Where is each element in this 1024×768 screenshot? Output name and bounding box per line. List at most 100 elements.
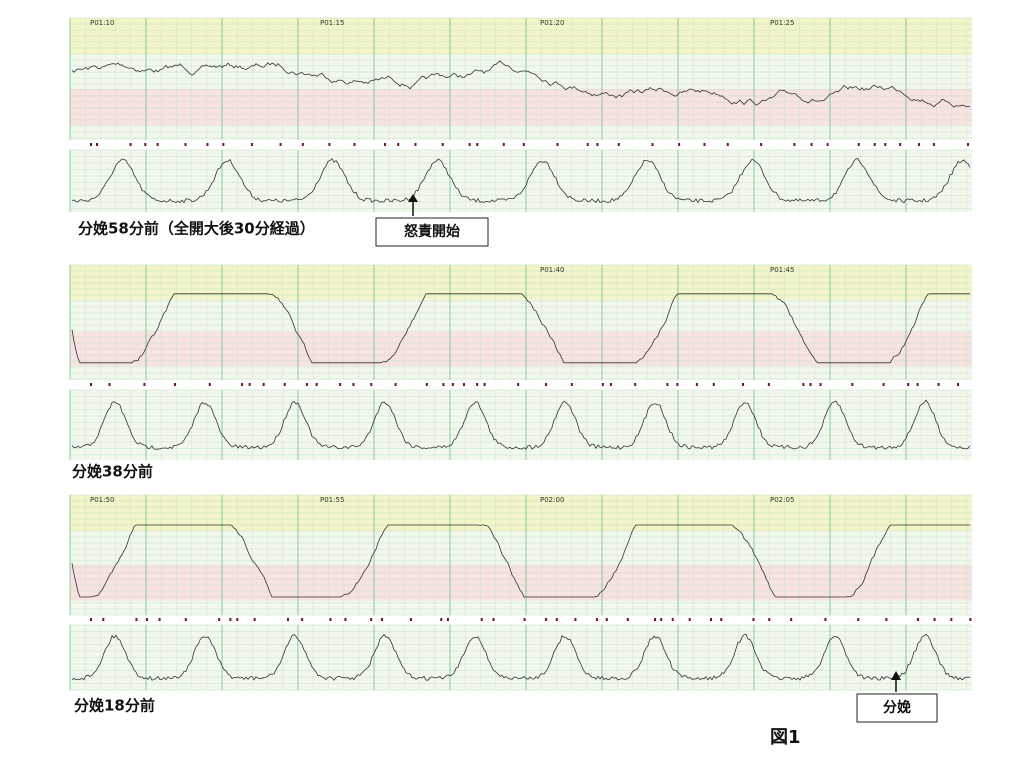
marker xyxy=(462,383,465,386)
marker xyxy=(283,383,286,386)
marker xyxy=(545,383,548,386)
marker xyxy=(741,383,744,386)
marker xyxy=(279,143,282,146)
marker xyxy=(158,618,161,621)
marker xyxy=(96,143,99,146)
marker xyxy=(660,618,663,621)
marker xyxy=(932,143,935,146)
marker xyxy=(476,143,479,146)
marker xyxy=(703,143,706,146)
marker xyxy=(720,618,723,621)
marker xyxy=(802,383,805,386)
caption: 分娩58分前（全開大後30分経過） xyxy=(78,220,315,238)
marker xyxy=(353,143,356,146)
marker xyxy=(222,143,225,146)
timestamp: P01:20 xyxy=(540,19,564,27)
marker xyxy=(397,143,400,146)
marker xyxy=(218,618,221,621)
marker xyxy=(248,383,251,386)
marker xyxy=(596,143,599,146)
marker xyxy=(241,383,244,386)
timestamp: P01:55 xyxy=(320,496,344,504)
marker xyxy=(574,618,577,621)
marker xyxy=(370,383,373,386)
marker xyxy=(517,383,520,386)
timestamp: P01:40 xyxy=(540,266,564,274)
marker xyxy=(653,618,656,621)
marker xyxy=(380,618,383,621)
marker xyxy=(90,143,92,146)
annotation: 分娩 xyxy=(883,699,911,716)
marker xyxy=(480,618,483,621)
timestamp: P01:10 xyxy=(90,19,114,27)
marker xyxy=(253,618,256,621)
marker xyxy=(492,618,495,621)
marker xyxy=(409,618,412,621)
marker xyxy=(950,618,953,621)
marker xyxy=(899,143,902,146)
marker xyxy=(873,143,876,146)
marker xyxy=(301,143,304,146)
marker xyxy=(933,618,936,621)
marker xyxy=(712,383,715,386)
marker xyxy=(937,383,940,386)
marker xyxy=(174,383,177,386)
marker xyxy=(666,383,669,386)
marker xyxy=(678,143,681,146)
marker xyxy=(329,618,332,621)
marker xyxy=(556,143,559,146)
ctg-strips: P01:10 P01:15 P01:20 P01:25 P01:40 P01:45 P01:… xyxy=(69,17,972,691)
marker xyxy=(184,618,187,621)
marker xyxy=(352,383,355,386)
timestamp: P01:45 xyxy=(770,266,794,274)
marker xyxy=(523,618,526,621)
marker xyxy=(768,618,771,621)
arrow-head xyxy=(408,194,418,202)
marker xyxy=(206,143,209,146)
marker xyxy=(129,143,132,146)
marker xyxy=(90,383,92,386)
marker xyxy=(328,143,331,146)
fhr-trace xyxy=(71,60,971,108)
marker xyxy=(108,383,111,386)
band-yellow xyxy=(70,265,972,300)
band-pink xyxy=(70,88,972,126)
uc-trace xyxy=(71,158,971,204)
marker xyxy=(918,143,921,146)
marker xyxy=(967,143,970,146)
band-yellow xyxy=(70,18,972,55)
marker xyxy=(695,383,698,386)
marker xyxy=(709,618,712,621)
marker xyxy=(483,383,486,386)
marker xyxy=(760,143,763,146)
marker xyxy=(441,143,444,146)
marker xyxy=(476,383,479,386)
marker xyxy=(916,383,919,386)
marker xyxy=(752,618,755,621)
figure-label: 図1 xyxy=(770,727,801,748)
marker xyxy=(676,383,679,386)
marker xyxy=(957,383,960,386)
marker xyxy=(440,618,443,621)
marker xyxy=(451,383,454,386)
marker xyxy=(446,618,449,621)
marker xyxy=(810,143,813,146)
timestamp: P01:25 xyxy=(770,19,794,27)
marker xyxy=(208,383,211,386)
marker xyxy=(468,143,471,146)
uc-trace xyxy=(71,399,971,450)
marker xyxy=(90,618,92,621)
marker xyxy=(570,383,573,386)
marker xyxy=(809,383,812,386)
arrow-head xyxy=(891,671,901,680)
marker xyxy=(236,618,239,621)
annotation: 怒責開始 xyxy=(404,223,460,240)
marker xyxy=(156,143,159,146)
marker xyxy=(907,383,910,386)
marker xyxy=(882,383,885,386)
marker xyxy=(819,383,822,386)
marker xyxy=(262,383,265,386)
marker xyxy=(824,618,827,621)
marker xyxy=(229,618,232,621)
